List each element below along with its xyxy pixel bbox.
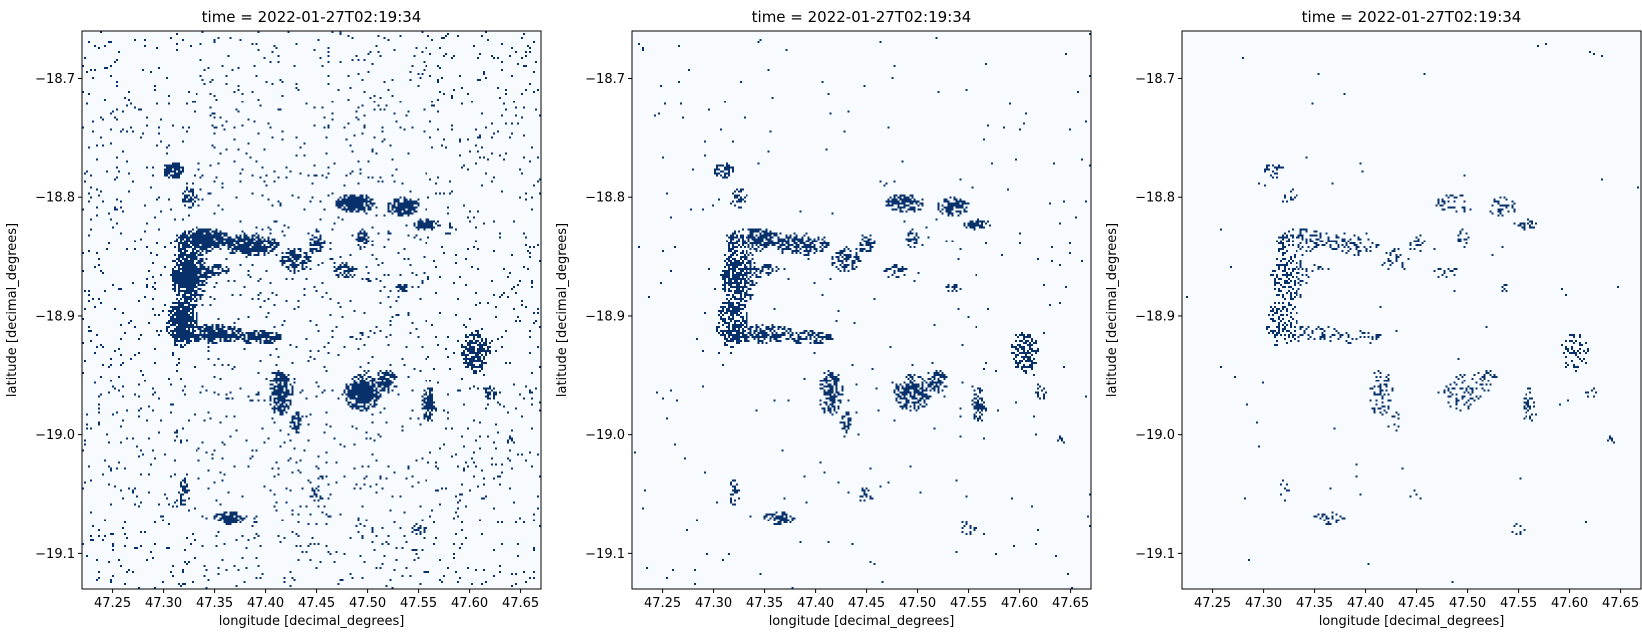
y-tick-label: −18.9 [35,309,75,324]
x-tick-label: 47.30 [145,596,182,611]
x-tick-label: 47.65 [1052,596,1089,611]
x-tick-label: 47.35 [746,596,783,611]
y-tick-label: −19.1 [35,547,75,562]
axes-frame [81,30,542,590]
x-tick-label: 47.50 [349,596,386,611]
y-axis-label: latitude [decimal_degrees] [555,223,570,397]
x-tick-label: 47.35 [1296,596,1333,611]
y-tick-label: −18.7 [1135,72,1175,87]
panel-title: time = 2022-01-27T02:19:34 [752,8,972,26]
panel-2: time = 2022-01-27T02:19:34 47.25 47.30 47.3… [555,8,1092,629]
x-tick-label: 47.60 [451,596,488,611]
y-tick-label: −18.7 [35,72,75,87]
x-tick-label: 47.25 [94,596,131,611]
x-tick-label: 47.65 [1602,596,1639,611]
raster-image [82,31,541,589]
panel-title: time = 2022-01-27T02:19:34 [202,8,422,26]
y-tick-label: −19.0 [1135,428,1175,443]
raster-image [632,31,1091,589]
x-tick-label: 47.55 [400,596,437,611]
y-tick-label: −19.1 [1135,547,1175,562]
y-axis-label: latitude [decimal_degrees] [5,223,20,397]
x-axis-label: longitude [decimal_degrees] [219,614,405,629]
x-axis-label: longitude [decimal_degrees] [769,614,955,629]
x-tick-label: 47.65 [502,596,539,611]
raster-image [1182,31,1641,589]
x-tick-label: 47.40 [247,596,284,611]
y-tick-label: −18.8 [1135,191,1175,206]
x-tick-label: 47.50 [899,596,936,611]
axes-frame [1181,30,1642,590]
x-tick-label: 47.30 [695,596,732,611]
y-tick-label: −18.9 [1135,309,1175,324]
x-tick-label: 47.25 [1194,596,1231,611]
x-tick-label: 47.35 [196,596,233,611]
y-tick-label: −18.9 [585,309,625,324]
y-axis-label: latitude [decimal_degrees] [1105,223,1120,397]
x-tick-label: 47.40 [797,596,834,611]
x-tick-label: 47.40 [1347,596,1384,611]
panel-1: time = 2022-01-27T02:19:34 47.25 47.30 47.3… [5,8,542,629]
x-tick-label: 47.60 [1551,596,1588,611]
x-axis-label: longitude [decimal_degrees] [1319,614,1505,629]
x-tick-label: 47.45 [848,596,885,611]
y-tick-label: −18.8 [585,191,625,206]
y-tick-label: −18.8 [35,191,75,206]
x-tick-label: 47.50 [1449,596,1486,611]
x-tick-label: 47.30 [1245,596,1282,611]
x-tick-label: 47.45 [1398,596,1435,611]
x-tick-label: 47.45 [298,596,335,611]
panel-3: time = 2022-01-27T02:19:34 47.25 47.30 47.3… [1105,8,1642,629]
y-tick-label: −19.1 [585,547,625,562]
axes-frame [631,30,1092,590]
x-tick-label: 47.55 [950,596,987,611]
x-tick-label: 47.25 [644,596,681,611]
x-tick-label: 47.60 [1001,596,1038,611]
x-tick-label: 47.55 [1500,596,1537,611]
y-tick-label: −18.7 [585,72,625,87]
y-tick-label: −19.0 [35,428,75,443]
panel-title: time = 2022-01-27T02:19:34 [1302,8,1522,26]
y-tick-label: −19.0 [585,428,625,443]
